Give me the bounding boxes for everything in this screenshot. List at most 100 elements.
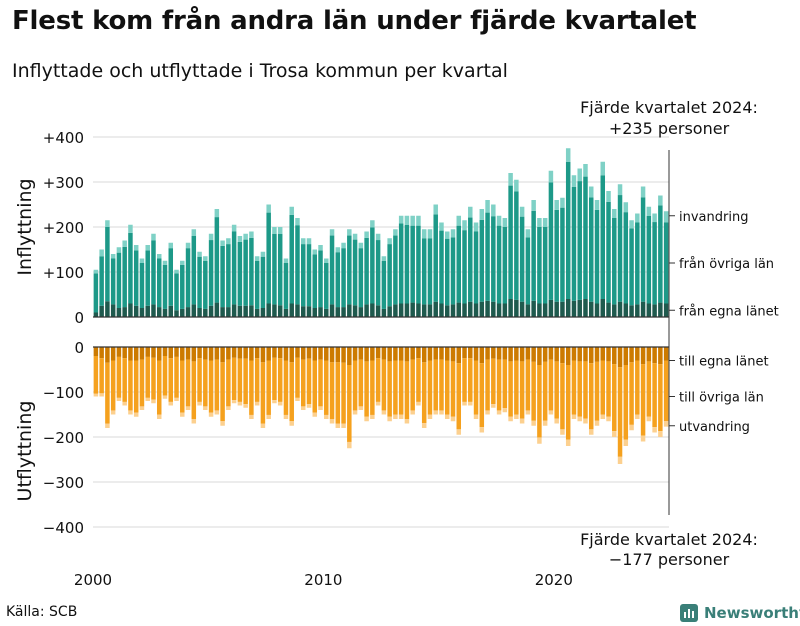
- bar-out-own: [577, 347, 582, 362]
- bar-in-abroad: [565, 148, 571, 162]
- bar-in-other: [508, 185, 513, 299]
- bar-in-other: [577, 181, 582, 300]
- bar-out-other: [387, 361, 392, 417]
- bar-in-other: [427, 238, 433, 305]
- bar-out-own: [600, 347, 606, 361]
- bar-out-other: [289, 362, 294, 422]
- bar-out-other: [542, 361, 548, 421]
- bar-in-abroad: [156, 254, 162, 259]
- bar-out-other: [577, 361, 582, 417]
- bar-out-abroad: [433, 410, 438, 415]
- bar-in-own: [462, 303, 467, 317]
- bar-out-abroad: [197, 401, 202, 406]
- bar-in-own: [266, 303, 271, 317]
- bar-out-other: [306, 358, 312, 405]
- bar-out-other: [393, 360, 398, 415]
- bar-in-other: [439, 230, 444, 304]
- bar-out-other: [646, 361, 652, 417]
- bar-out-own: [197, 347, 202, 359]
- bar-in-own: [99, 305, 104, 317]
- bar-in-abroad: [416, 215, 421, 226]
- bar-out-abroad: [617, 456, 623, 464]
- bar-in-abroad: [519, 206, 525, 217]
- bar-out-own: [450, 347, 456, 362]
- bar-in-other: [260, 256, 266, 308]
- bar-in-own: [640, 301, 646, 317]
- bar-in-own: [272, 304, 277, 317]
- bar-in-abroad: [652, 213, 657, 223]
- bar-out-abroad: [110, 410, 116, 415]
- bar-in-other: [185, 248, 191, 308]
- bar-out-abroad: [456, 429, 462, 435]
- bar-out-abroad: [473, 414, 479, 419]
- bar-in-abroad: [398, 215, 404, 224]
- bar-in-abroad: [243, 233, 248, 240]
- bar-out-own: [398, 347, 404, 361]
- bar-in-own: [410, 302, 415, 317]
- bar-out-own: [548, 347, 554, 360]
- bar-out-other: [370, 360, 375, 415]
- bar-in-own: [341, 307, 346, 317]
- bar-out-own: [370, 347, 375, 361]
- series-label: till egna länet: [679, 355, 769, 370]
- bar-out-abroad: [283, 414, 289, 419]
- bar-in-other: [410, 225, 415, 303]
- bar-out-abroad: [404, 419, 410, 424]
- bar-out-abroad: [266, 414, 271, 419]
- bar-in-own: [525, 304, 531, 317]
- bar-in-abroad: [214, 209, 220, 218]
- bar-in-own: [439, 303, 444, 317]
- bar-in-abroad: [122, 240, 127, 247]
- bar-out-own: [260, 347, 266, 363]
- bar-in-other: [347, 235, 352, 305]
- bar-out-own: [128, 347, 133, 361]
- bar-out-abroad: [300, 406, 306, 410]
- bar-out-own: [456, 347, 462, 364]
- bar-in-own: [174, 310, 179, 317]
- bar-in-own: [623, 303, 629, 317]
- bar-in-other: [122, 246, 127, 308]
- bar-out-abroad: [226, 406, 231, 410]
- bar-out-abroad: [421, 423, 427, 428]
- bar-out-own: [491, 347, 496, 359]
- bar-in-own: [456, 302, 462, 317]
- bar-out-own: [410, 347, 415, 360]
- bar-out-other: [594, 361, 600, 421]
- bar-out-other: [416, 358, 421, 402]
- bar-in-other: [398, 223, 404, 304]
- y-tick-label: −400: [43, 519, 84, 537]
- bar-out-abroad: [220, 421, 225, 426]
- bar-out-own: [583, 347, 588, 362]
- bar-out-abroad: [577, 416, 582, 422]
- bar-out-other: [571, 360, 577, 415]
- bar-in-own: [635, 304, 640, 317]
- bar-out-own: [180, 347, 185, 361]
- bar-in-own: [502, 303, 508, 317]
- bar-out-abroad: [249, 414, 254, 419]
- bar-out-other: [329, 362, 335, 419]
- bar-in-abroad: [272, 227, 277, 234]
- bar-in-own: [496, 303, 502, 317]
- bar-in-other: [156, 258, 162, 308]
- bar-out-own: [226, 347, 231, 360]
- bar-out-other: [122, 358, 127, 402]
- bar-out-abroad: [324, 414, 329, 419]
- bar-in-other: [214, 217, 220, 303]
- bar-out-own: [554, 347, 559, 362]
- bar-out-abroad: [151, 399, 156, 404]
- bar-out-other: [272, 357, 277, 401]
- bar-in-other: [277, 233, 283, 306]
- bar-out-own: [514, 347, 519, 361]
- bar-out-own: [640, 347, 646, 365]
- bar-in-other: [128, 232, 133, 304]
- bar-in-other: [640, 197, 646, 302]
- bar-in-other: [341, 248, 346, 308]
- bar-out-abroad: [560, 429, 565, 435]
- bar-out-abroad: [341, 423, 346, 428]
- bar-out-other: [381, 359, 387, 411]
- bar-out-abroad: [162, 395, 168, 399]
- bar-out-own: [191, 347, 197, 362]
- bar-out-abroad: [185, 406, 191, 410]
- bar-out-abroad: [381, 410, 387, 415]
- annotation-bottom-line2: −177 personer: [609, 550, 730, 569]
